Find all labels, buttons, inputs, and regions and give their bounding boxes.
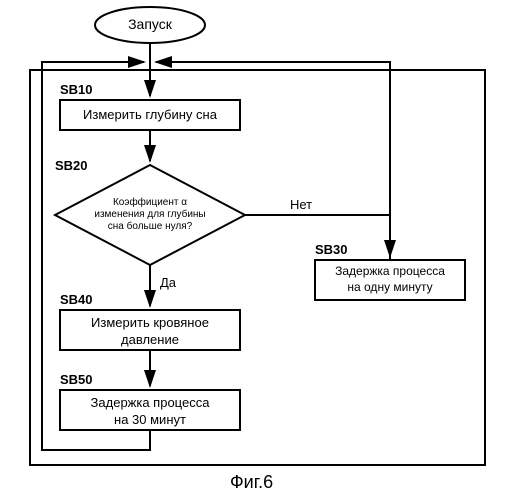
- text-sb40: Измерить кровяное давление: [60, 315, 240, 349]
- step-label-sb50: SB50: [60, 372, 93, 387]
- text-sb20: Коэффициент α изменения для глубины сна …: [80, 197, 220, 233]
- step-label-sb40: SB40: [60, 292, 93, 307]
- step-label-sb30: SB30: [315, 242, 348, 257]
- text-sb30: Задержка процесса на одну минуту: [315, 264, 465, 295]
- step-label-sb20: SB20: [55, 158, 88, 173]
- text-sb10: Измерить глубину сна: [60, 107, 240, 122]
- start-label: Запуск: [95, 16, 205, 32]
- figure-caption: Фиг.6: [230, 472, 273, 493]
- text-sb50: Задержка процесса на 30 минут: [60, 395, 240, 429]
- step-label-sb10: SB10: [60, 82, 93, 97]
- branch-no: Нет: [290, 197, 312, 212]
- branch-yes: Да: [160, 275, 176, 290]
